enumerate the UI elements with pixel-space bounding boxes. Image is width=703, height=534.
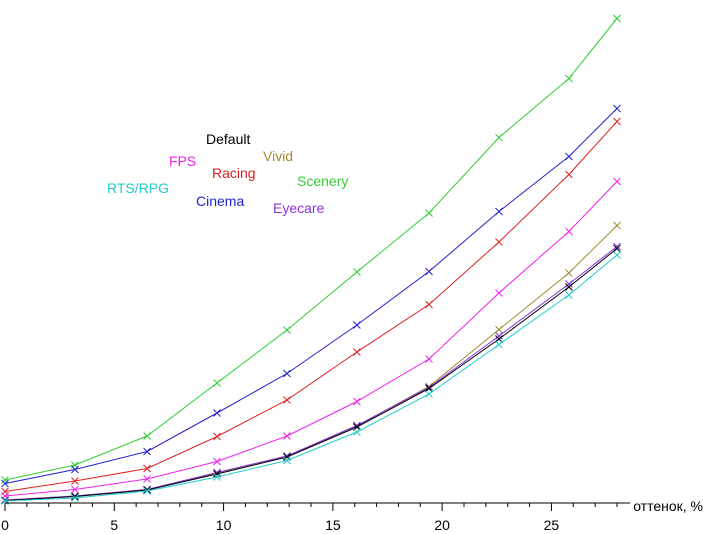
data-point bbox=[1, 476, 9, 484]
data-point bbox=[425, 209, 433, 217]
data-point bbox=[565, 269, 573, 277]
data-point bbox=[283, 396, 291, 404]
data-point bbox=[613, 244, 621, 253]
series-label: Default bbox=[206, 131, 250, 147]
series-layer bbox=[1, 14, 621, 505]
series-label: Vivid bbox=[263, 148, 293, 164]
series-label: Eyecare bbox=[273, 200, 325, 216]
series-line bbox=[4, 248, 618, 501]
data-point bbox=[613, 251, 621, 259]
data-point bbox=[71, 494, 79, 502]
data-point bbox=[283, 369, 291, 378]
data-point bbox=[213, 457, 221, 466]
data-point bbox=[143, 447, 151, 456]
x-tick-label: 5 bbox=[110, 517, 118, 533]
data-point bbox=[495, 238, 503, 246]
data-point bbox=[495, 207, 503, 216]
data-point bbox=[565, 74, 573, 83]
data-point bbox=[283, 432, 291, 440]
series-line bbox=[4, 254, 618, 502]
data-point bbox=[283, 456, 291, 465]
x-axis-label: оттенок, % bbox=[633, 498, 703, 514]
data-point bbox=[213, 409, 221, 417]
x-tick-label: 10 bbox=[216, 517, 232, 533]
data-point bbox=[425, 267, 433, 276]
data-point bbox=[495, 340, 503, 349]
series-line bbox=[4, 181, 618, 497]
data-point bbox=[71, 477, 79, 485]
data-point bbox=[71, 485, 79, 494]
series-cinema bbox=[1, 104, 621, 488]
data-point bbox=[495, 289, 503, 297]
series-labels: Scenery Cinema Racing FPS Vivid Eyecare Defaul… bbox=[107, 131, 348, 216]
series-fps bbox=[1, 177, 621, 500]
data-point bbox=[353, 428, 361, 436]
data-point bbox=[213, 473, 221, 481]
x-tick-label: 15 bbox=[325, 517, 341, 533]
data-point bbox=[425, 384, 433, 393]
data-point bbox=[565, 291, 573, 299]
data-point bbox=[143, 464, 151, 473]
data-point bbox=[71, 465, 79, 474]
series-racing bbox=[1, 117, 621, 496]
data-point bbox=[495, 325, 503, 334]
data-point bbox=[425, 355, 433, 363]
series-label: Scenery bbox=[297, 173, 348, 189]
data-point bbox=[565, 227, 573, 236]
data-point bbox=[613, 117, 621, 126]
data-point bbox=[565, 283, 573, 291]
data-point bbox=[565, 280, 573, 288]
series-line bbox=[4, 121, 618, 492]
series-label: RTS/RPG bbox=[107, 180, 169, 196]
data-point bbox=[425, 300, 433, 309]
series-scenery bbox=[1, 14, 621, 484]
x-tick-label: 0 bbox=[1, 517, 9, 533]
data-point bbox=[495, 335, 503, 343]
data-point bbox=[353, 348, 361, 356]
x-axis: 0 5 10 15 20 25 bbox=[1, 502, 630, 533]
series-line bbox=[4, 18, 618, 481]
series-label: FPS bbox=[169, 153, 196, 169]
data-point bbox=[495, 332, 503, 340]
series-label: Cinema bbox=[196, 193, 244, 209]
data-point bbox=[613, 221, 621, 230]
data-point bbox=[143, 486, 151, 494]
data-point bbox=[143, 487, 151, 495]
data-point bbox=[613, 177, 621, 186]
data-point bbox=[353, 268, 361, 276]
x-tick-label: 20 bbox=[434, 517, 450, 533]
data-point bbox=[353, 321, 361, 329]
series-label: Racing bbox=[212, 165, 256, 181]
data-point bbox=[613, 104, 621, 113]
data-point bbox=[613, 242, 621, 251]
data-point bbox=[613, 14, 621, 23]
data-point bbox=[565, 152, 573, 161]
series-line bbox=[4, 108, 618, 484]
x-tick-label: 25 bbox=[544, 517, 560, 533]
data-point bbox=[143, 475, 151, 483]
data-point bbox=[565, 170, 573, 179]
series-rts-rpg bbox=[1, 251, 621, 505]
series-line bbox=[4, 225, 618, 501]
data-point bbox=[71, 492, 79, 501]
data-point bbox=[213, 432, 221, 441]
series-vivid bbox=[1, 221, 621, 505]
data-point bbox=[425, 390, 433, 398]
data-point bbox=[283, 326, 291, 334]
series-line bbox=[4, 246, 618, 501]
data-point bbox=[353, 397, 361, 406]
data-point bbox=[1, 479, 9, 488]
data-point bbox=[213, 379, 221, 387]
data-point bbox=[495, 133, 503, 142]
data-point bbox=[143, 432, 151, 440]
